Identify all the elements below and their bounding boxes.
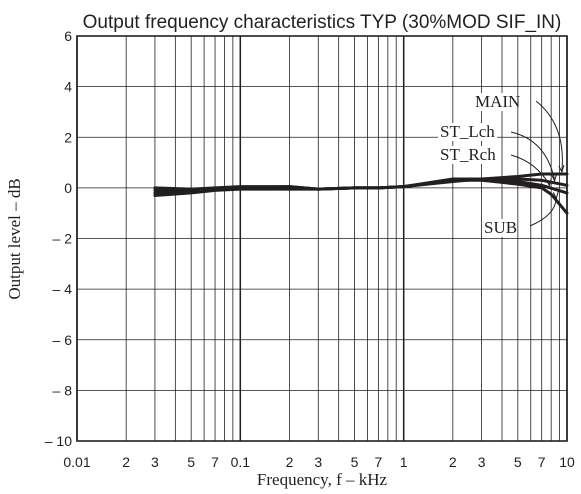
annotation-label-sub: SUB (484, 218, 517, 237)
x-axis-label: Frequency, f – kHz (257, 470, 388, 489)
x-tick-label: 2 (286, 454, 294, 470)
x-axis-ticks: 0.01 2 3 5 7 0.1 2 3 5 7 1 2 3 5 7 10 (63, 454, 575, 470)
x-tick-label: 3 (314, 454, 322, 470)
x-tick-label: 0.1 (231, 454, 251, 470)
y-tick-label: 4 (64, 79, 72, 95)
annotation-leaders (510, 100, 565, 227)
x-tick-label: 3 (478, 454, 486, 470)
x-tick-label: 0.01 (63, 454, 90, 470)
x-tick-label: 5 (514, 454, 522, 470)
y-tick-label: 2 (64, 129, 72, 145)
annotation-label-background (482, 219, 514, 237)
x-tick-label: 5 (351, 454, 359, 470)
x-tick-label: 2 (122, 454, 130, 470)
annotation-leader-line (529, 197, 557, 227)
y-tick-label: – 8 (53, 382, 73, 398)
annotation-label-background (438, 146, 498, 164)
annotation-label-st-lch: ST_Lch (440, 122, 495, 141)
annotation-labels: MAIN ST_Lch ST_Rch SUB (438, 92, 520, 237)
x-tick-label: 2 (449, 454, 457, 470)
annotation-leader-line (510, 131, 556, 181)
y-tick-label: – 10 (45, 433, 72, 449)
chart-title: Output frequency characteristics TYP (30… (83, 12, 562, 33)
annotation-arrowhead (551, 173, 558, 183)
x-tick-label: 7 (538, 454, 546, 470)
y-tick-label: – 4 (53, 281, 73, 297)
data-series (153, 172, 569, 215)
x-tick-label: 3 (151, 454, 159, 470)
annotation-arrowhead (545, 178, 552, 187)
x-tick-label: 10 (559, 454, 575, 470)
series-line-sub (153, 178, 569, 215)
y-axis-ticks: 6 4 2 0 – 2 – 4 – 6 – 8 – 10 (45, 28, 72, 449)
grid-lines (76, 35, 568, 442)
y-tick-label: – 6 (53, 332, 73, 348)
x-tick-label: 1 (400, 454, 408, 470)
series-line-main (153, 172, 569, 197)
plot-frame (76, 35, 568, 442)
y-tick-label: – 2 (53, 231, 73, 247)
annotation-leader-line (535, 100, 563, 172)
annotation-label-background (473, 93, 514, 111)
annotation-label-main: MAIN (475, 92, 520, 111)
x-tick-label: 7 (211, 454, 219, 470)
annotation-label-background (438, 123, 498, 141)
annotation-arrowhead (558, 164, 565, 174)
x-tick-label: 5 (187, 454, 195, 470)
annotation-arrowhead (552, 191, 559, 200)
x-tick-label: 7 (374, 454, 382, 470)
y-tick-label: 0 (64, 180, 72, 196)
annotation-label-st-rch: ST_Rch (440, 145, 496, 164)
y-axis-label: Output level – dB (5, 178, 24, 299)
y-tick-label: 6 (64, 28, 72, 44)
